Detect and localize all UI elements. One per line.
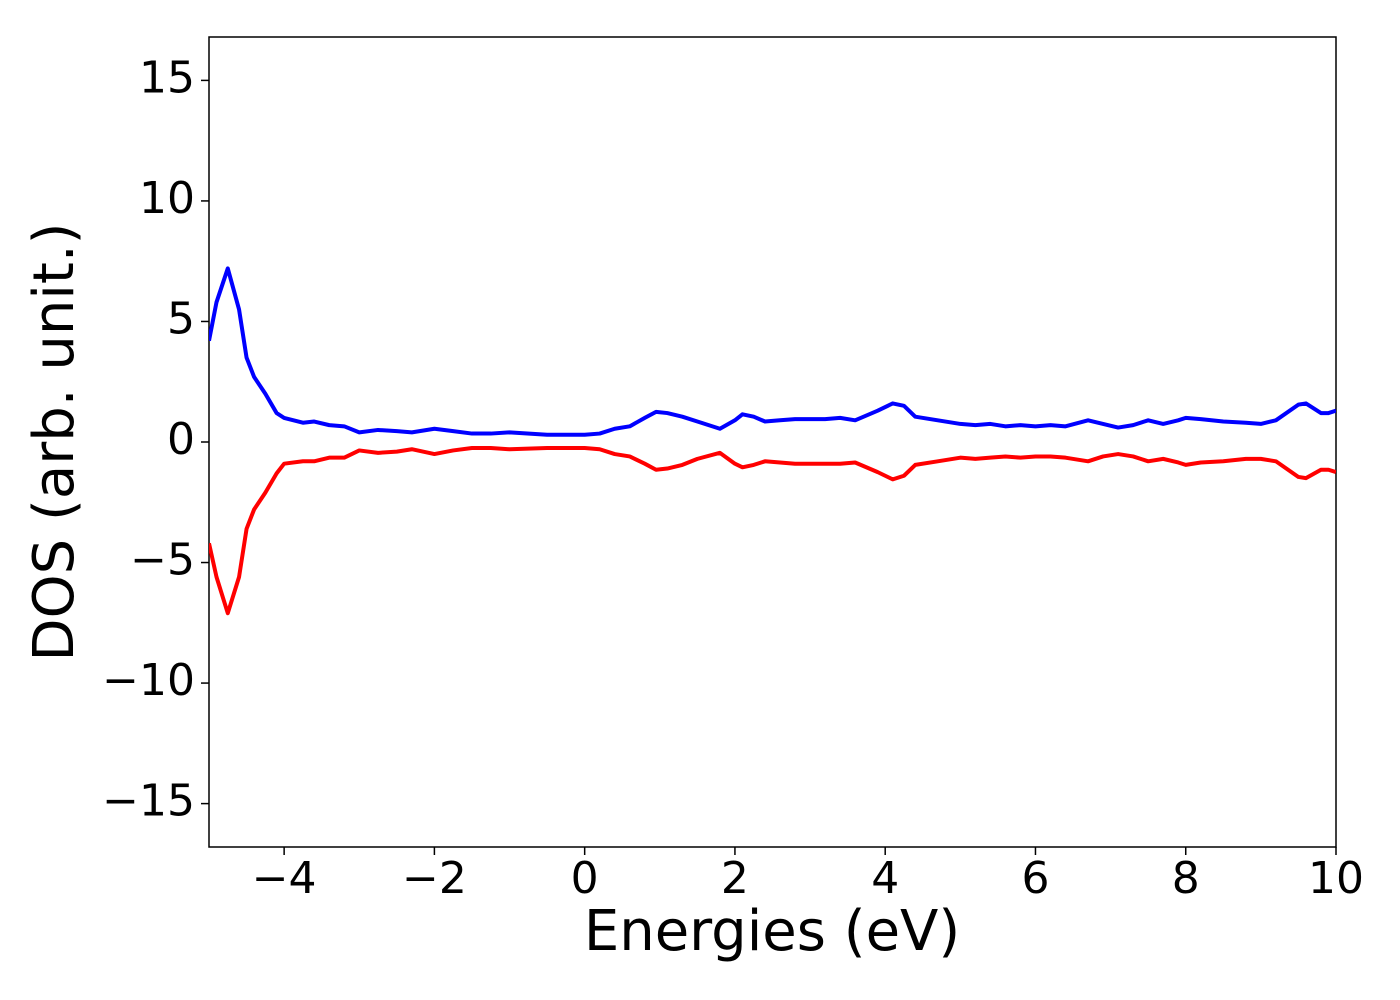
y-tick-label: 0 <box>167 414 195 465</box>
x-tick-label: 0 <box>571 853 599 904</box>
x-tick-label: 8 <box>1172 853 1200 904</box>
data-line <box>209 266 1336 437</box>
x-tick-label: −2 <box>402 853 467 904</box>
plot-lines <box>209 266 1336 616</box>
x-tick-label: −4 <box>252 853 317 904</box>
x-axis-label: Energies (eV) <box>584 899 960 964</box>
y-tick-label: 15 <box>139 52 195 103</box>
y-tick-label: 10 <box>139 173 195 224</box>
y-tick-label: 5 <box>167 293 195 344</box>
data-line <box>209 446 1336 616</box>
y-tick-label: −10 <box>102 655 195 706</box>
y-tick-label: −5 <box>130 535 195 586</box>
x-tick-label: 2 <box>721 853 749 904</box>
y-axis-label: DOS (arb. unit.) <box>22 222 87 661</box>
y-tick-label: −15 <box>102 776 195 827</box>
x-tick-label: 6 <box>1021 853 1049 904</box>
plot-frame <box>208 36 1337 848</box>
x-tick-label: 10 <box>1308 853 1364 904</box>
x-tick-label: 4 <box>871 853 899 904</box>
